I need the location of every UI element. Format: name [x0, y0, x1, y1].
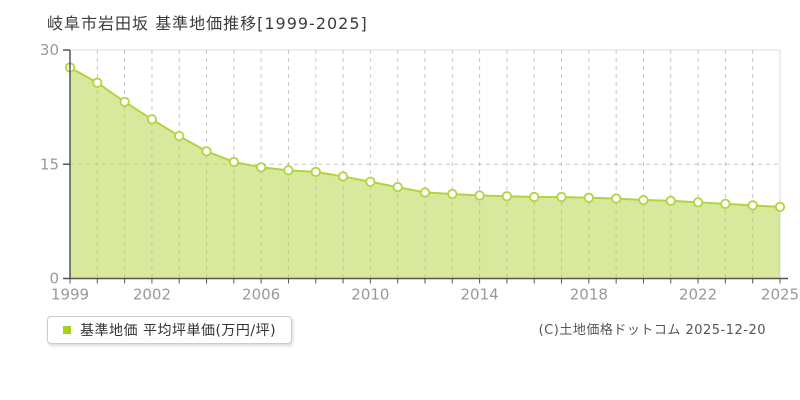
data-point-2018[interactable] — [583, 192, 594, 203]
y-tick-label-0: 0 — [49, 270, 59, 288]
legend-label: 基準地価 平均坪単価(万円/坪) — [80, 323, 277, 339]
page-title: 岐阜市岩田坂 基準地価推移[1999-2025] — [47, 14, 368, 33]
data-point-2014[interactable] — [474, 190, 485, 201]
x-tick-label-2018: 2018 — [570, 286, 608, 304]
data-point-2022[interactable] — [692, 197, 704, 208]
x-tick-label-2022: 2022 — [679, 286, 717, 304]
x-tick-label-2014: 2014 — [461, 286, 499, 304]
data-point-2021[interactable] — [665, 195, 676, 206]
x-tick-label-2002: 2002 — [133, 286, 171, 304]
data-point-2019[interactable] — [611, 193, 622, 204]
data-point-2002[interactable] — [146, 114, 158, 125]
data-point-2015[interactable] — [501, 191, 513, 202]
data-point-2024[interactable] — [747, 200, 758, 211]
data-point-2001[interactable] — [119, 96, 130, 107]
legend-box: 基準地価 平均坪単価(万円/坪) — [47, 316, 293, 344]
data-point-2013[interactable] — [447, 188, 458, 200]
data-point-2009[interactable] — [337, 171, 349, 182]
x-tick-label-2006: 2006 — [242, 286, 280, 304]
x-tick-label-2025: 2025 — [761, 286, 799, 304]
data-point-2016[interactable] — [529, 191, 540, 203]
data-point-2020[interactable] — [638, 194, 649, 206]
data-point-2006[interactable] — [256, 162, 267, 173]
data-point-2007[interactable] — [283, 165, 294, 176]
data-point-2005[interactable] — [228, 156, 239, 168]
y-tick-label-15: 15 — [40, 155, 59, 173]
data-point-2003[interactable] — [174, 130, 185, 142]
data-point-2000[interactable] — [92, 77, 103, 88]
data-point-2025[interactable] — [774, 201, 786, 213]
data-point-2008[interactable] — [310, 166, 321, 177]
x-tick-label-2010: 2010 — [351, 286, 389, 304]
area-fill — [70, 67, 780, 279]
data-point-2011[interactable] — [392, 182, 403, 193]
data-point-2023[interactable] — [720, 198, 731, 209]
y-tick-label-30: 30 — [40, 41, 59, 59]
data-point-2010[interactable] — [365, 176, 376, 187]
copyright-text: (C)土地価格ドットコム 2025-12-20 — [538, 323, 766, 338]
x-tick-label-1999: 1999 — [51, 286, 89, 304]
data-point-2012[interactable] — [419, 187, 431, 198]
data-point-2017[interactable] — [556, 191, 567, 203]
data-point-2004[interactable] — [201, 146, 212, 157]
series-marker-icon — [63, 326, 71, 334]
price-trend-chart[interactable]: 0 15 30 1999 2002 2006 2010 2014 2018 2022 2025 — [0, 0, 800, 312]
